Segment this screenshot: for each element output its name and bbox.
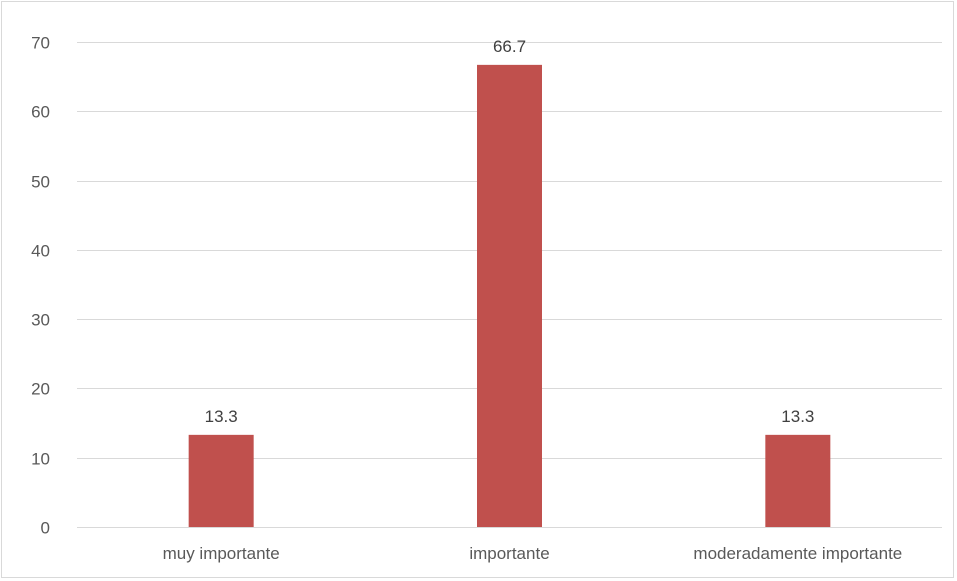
data-labels: 13.3 66.7 13.3 <box>205 37 815 426</box>
y-tick-label: 20 <box>31 380 50 399</box>
y-tick-label: 60 <box>31 103 50 122</box>
y-tick-label: 30 <box>31 311 50 330</box>
category-label: moderadamente importante <box>693 544 902 563</box>
category-label: muy importante <box>163 544 280 563</box>
data-label: 13.3 <box>205 407 238 426</box>
category-label: importante <box>469 544 549 563</box>
bar <box>477 64 542 527</box>
y-tick-label: 10 <box>31 450 50 469</box>
y-tick-label: 70 <box>31 34 50 53</box>
bars <box>188 64 831 527</box>
x-axis-categories: muy importante importante moderadamente im… <box>163 544 903 563</box>
y-tick-label: 0 <box>41 519 50 538</box>
data-label: 13.3 <box>781 407 814 426</box>
y-tick-label: 50 <box>31 173 50 192</box>
y-tick-label: 40 <box>31 242 50 261</box>
y-axis-ticks: 0 10 20 30 40 50 60 70 <box>31 34 50 538</box>
data-label: 66.7 <box>493 37 526 56</box>
bar <box>765 434 831 527</box>
bar <box>188 434 254 527</box>
